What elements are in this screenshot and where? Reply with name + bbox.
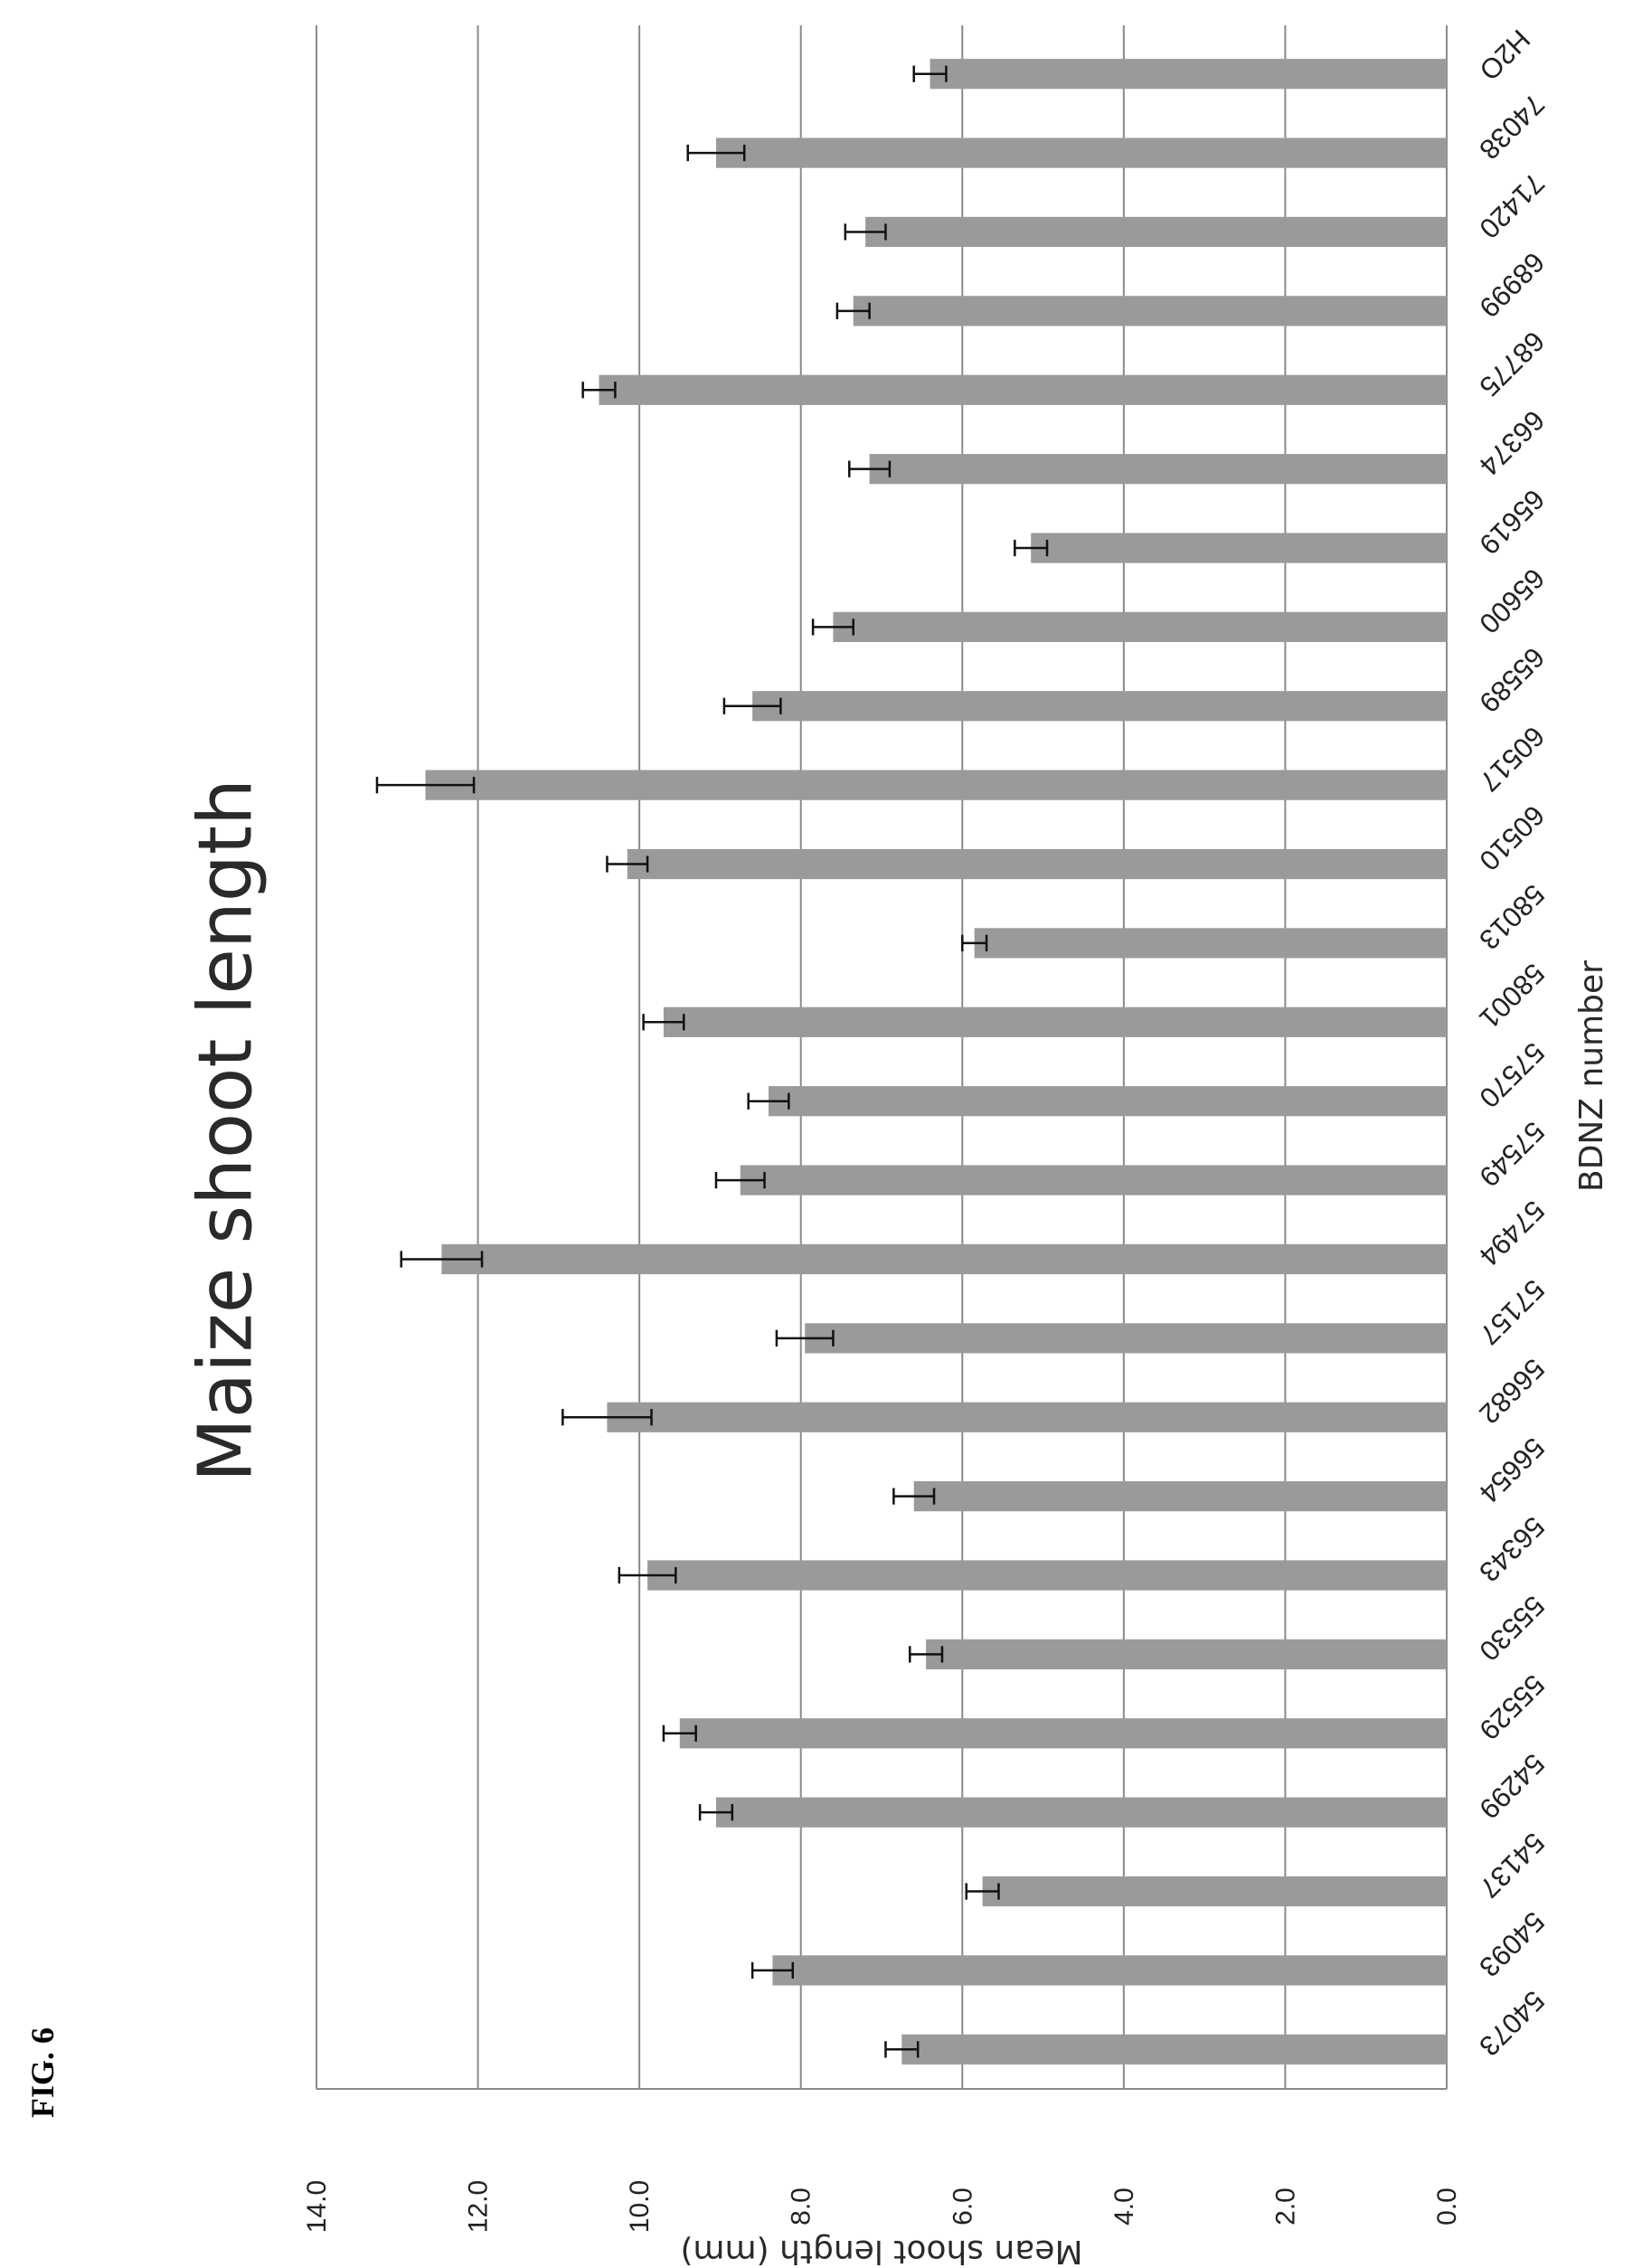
x-tick-label: 57157 bbox=[1473, 1273, 1551, 1351]
y-tick-label: 2.0 bbox=[1270, 2188, 1300, 2225]
y-tick-label: 10.0 bbox=[625, 2180, 655, 2233]
x-tick-label: 66374 bbox=[1473, 404, 1551, 482]
x-tick-labels: 5407354093541375429955529555305634356654… bbox=[1473, 24, 1551, 2062]
gridlines bbox=[316, 25, 1448, 2090]
x-tick-label: 57570 bbox=[1473, 1036, 1551, 1114]
bar bbox=[1031, 533, 1447, 563]
bar bbox=[772, 1955, 1447, 1986]
x-tick-label: 65619 bbox=[1473, 483, 1551, 561]
x-tick-label: 68999 bbox=[1473, 246, 1551, 324]
bar bbox=[913, 1481, 1447, 1512]
bar bbox=[853, 296, 1447, 326]
bar bbox=[865, 216, 1447, 248]
bar bbox=[715, 1797, 1447, 1828]
y-tick-label: 8.0 bbox=[787, 2188, 816, 2225]
x-tick-label: 65600 bbox=[1473, 562, 1551, 640]
x-tick-label: 54093 bbox=[1473, 1905, 1551, 1983]
bar bbox=[647, 1560, 1447, 1591]
y-tick-label: 6.0 bbox=[948, 2188, 977, 2225]
x-tick-label: 54073 bbox=[1473, 1985, 1551, 2063]
bar bbox=[607, 1402, 1447, 1432]
bar bbox=[599, 374, 1447, 405]
y-tick-label: 12.0 bbox=[464, 2180, 494, 2233]
bar bbox=[627, 848, 1447, 880]
x-tick-label: 55530 bbox=[1473, 1590, 1551, 1668]
error-bars bbox=[375, 65, 1049, 2058]
chart-title: Maize shoot length bbox=[183, 779, 269, 1482]
bar bbox=[869, 454, 1447, 485]
bar bbox=[901, 2034, 1447, 2065]
x-axis-label: BDNZ number bbox=[1573, 960, 1610, 1192]
x-tick-label: 56343 bbox=[1473, 1510, 1551, 1588]
x-tick-label: 74038 bbox=[1473, 88, 1551, 165]
bar bbox=[930, 59, 1447, 90]
bar bbox=[441, 1243, 1448, 1275]
bar bbox=[740, 1165, 1447, 1195]
bar bbox=[715, 137, 1447, 168]
bar bbox=[805, 1323, 1447, 1354]
x-tick-label: 71420 bbox=[1473, 167, 1551, 245]
x-tick-label: 58013 bbox=[1473, 878, 1551, 956]
x-tick-label: 55529 bbox=[1473, 1668, 1551, 1746]
x-tick-label: H2O bbox=[1473, 24, 1536, 87]
y-axis-label: Mean shoot length (mm) bbox=[680, 2233, 1082, 2268]
x-tick-label: 58001 bbox=[1473, 958, 1551, 1035]
bar bbox=[663, 1006, 1447, 1037]
x-tick-label: 57494 bbox=[1473, 1195, 1551, 1272]
x-tick-label: 65589 bbox=[1473, 641, 1551, 719]
bars bbox=[425, 59, 1448, 2065]
x-tick-label: 68775 bbox=[1473, 326, 1551, 403]
y-tick-label: 0.0 bbox=[1432, 2188, 1462, 2225]
bar bbox=[982, 1876, 1447, 1907]
x-tick-label: 56682 bbox=[1473, 1353, 1551, 1431]
bar bbox=[752, 691, 1447, 722]
bar bbox=[974, 928, 1447, 959]
y-tick-label: 14.0 bbox=[302, 2180, 332, 2233]
bar bbox=[679, 1718, 1447, 1749]
x-tick-label: 57549 bbox=[1473, 1115, 1551, 1193]
x-tick-label: 54299 bbox=[1473, 1747, 1551, 1825]
y-tick-label: 4.0 bbox=[1109, 2188, 1139, 2225]
bar bbox=[769, 1086, 1447, 1117]
bar bbox=[425, 770, 1448, 800]
x-tick-label: 60517 bbox=[1473, 720, 1551, 798]
x-tick-label: 54137 bbox=[1473, 1827, 1551, 1904]
bar bbox=[926, 1639, 1447, 1669]
x-tick-label: 60510 bbox=[1473, 799, 1551, 877]
x-tick-label: 56654 bbox=[1473, 1432, 1551, 1509]
y-tick-labels: 0.0 2.0 4.0 6.0 8.0 10.0 12.0 14.0 bbox=[302, 2180, 1462, 2233]
bar bbox=[833, 611, 1447, 642]
